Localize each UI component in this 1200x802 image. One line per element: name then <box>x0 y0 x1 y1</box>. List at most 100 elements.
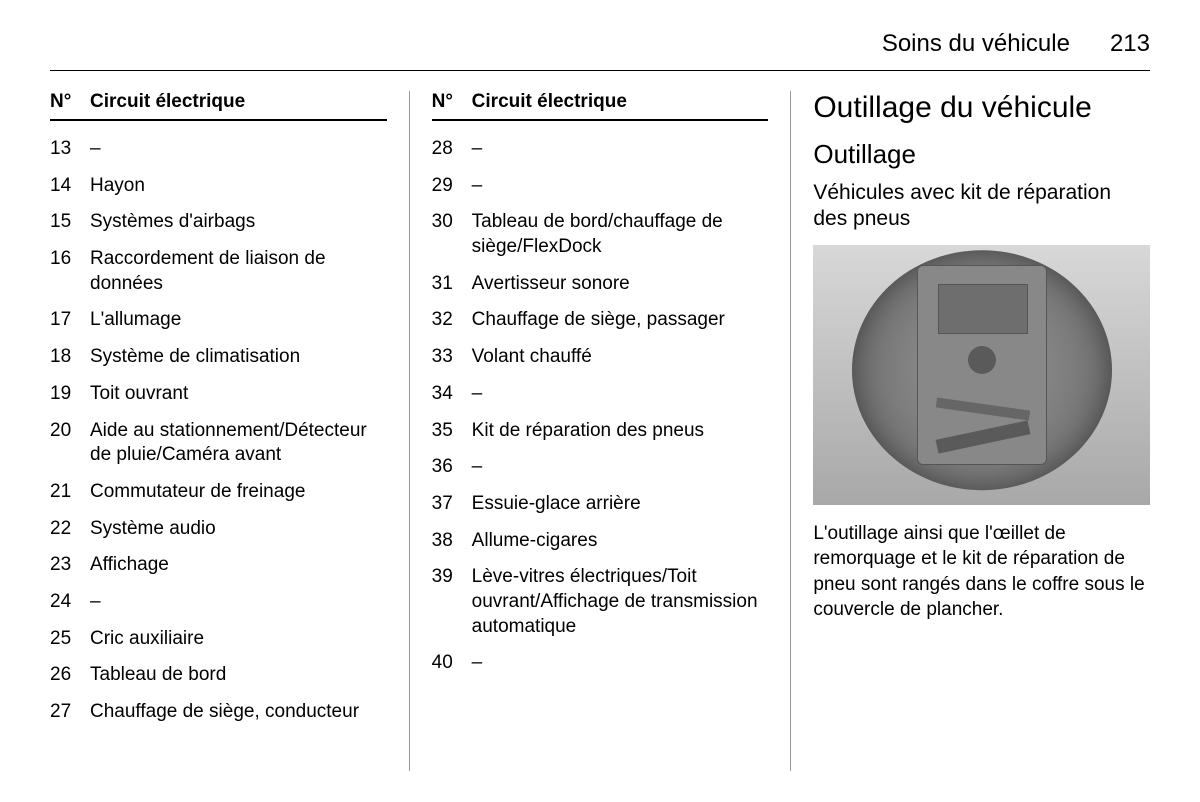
fuse-description: Hayon <box>90 174 387 199</box>
fuse-row: 31 Avertisseur sonore <box>432 266 769 303</box>
fuse-table-header: N° Circuit électrique <box>432 91 769 121</box>
fuse-number: 38 <box>432 529 462 554</box>
fuse-row: 36– <box>432 449 769 486</box>
fuse-row: 40– <box>432 645 769 682</box>
fuse-description: – <box>472 382 769 407</box>
fuse-row: 16Raccordement de liaison de données <box>50 241 387 302</box>
fuse-row: 30Tableau de bord/chauffage de siège/Fle… <box>432 204 769 265</box>
toolbox-shape <box>917 265 1047 465</box>
fuse-rows-col2: 28–29–30Tableau de bord/chauffage de siè… <box>432 131 769 682</box>
fuse-description: Tableau de bord/chauffage de siège/FlexD… <box>472 210 769 259</box>
fuse-description: Essuie-glace arrière <box>472 492 769 517</box>
fuse-number: 24 <box>50 590 80 615</box>
fuse-description: L'allumage <box>90 308 387 333</box>
fuse-description: Système de climatisation <box>90 345 387 370</box>
fuse-row: 18Système de climatisation <box>50 339 387 376</box>
fuse-row: 19 Toit ouvrant <box>50 376 387 413</box>
column-2: N° Circuit électrique 28–29–30Tableau de… <box>410 91 791 771</box>
fuse-row: 22Système audio <box>50 511 387 548</box>
body-paragraph: L'outillage ainsi que l'œillet de remorq… <box>813 521 1150 624</box>
fuse-row: 34– <box>432 376 769 413</box>
fuse-row: 17 L'allumage <box>50 302 387 339</box>
fuse-description: – <box>472 455 769 480</box>
fuse-description: Lève-vitres électriques/Toit ouvrant/Aff… <box>472 565 769 639</box>
fuse-number: 22 <box>50 517 80 542</box>
fuse-number: 20 <box>50 419 80 468</box>
fuse-description: Systèmes d'airbags <box>90 210 387 235</box>
fuse-table-header: N° Circuit électrique <box>50 91 387 121</box>
column-1: N° Circuit électrique 13–14Hayon15Systèm… <box>50 91 409 771</box>
fuse-row: 15 Systèmes d'airbags <box>50 204 387 241</box>
fuse-description: Commutateur de freinage <box>90 480 387 505</box>
fuse-description: – <box>472 137 769 162</box>
fuse-number: 35 <box>432 419 462 444</box>
toolkit-illustration <box>813 245 1150 505</box>
tool-slot <box>968 346 996 374</box>
fuse-description: Toit ouvrant <box>90 382 387 407</box>
fuse-row: 37 Essuie-glace arrière <box>432 486 769 523</box>
fuse-description: Affichage <box>90 553 387 578</box>
fuse-description: Volant chauffé <box>472 345 769 370</box>
fuse-description: Raccordement de liaison de données <box>90 247 387 296</box>
fuse-row: 33 Volant chauffé <box>432 339 769 376</box>
fuse-number: 29 <box>432 174 462 199</box>
fuse-row: 23 Affichage <box>50 547 387 584</box>
tool-slot <box>935 397 1029 420</box>
tool-slot <box>935 420 1030 453</box>
fuse-number: 21 <box>50 480 80 505</box>
fuse-number: 27 <box>50 700 80 725</box>
fuse-number: 16 <box>50 247 80 296</box>
fuse-description: Aide au stationnement/Détecteur de pluie… <box>90 419 387 468</box>
fuse-number: 32 <box>432 308 462 333</box>
content-columns: N° Circuit électrique 13–14Hayon15Systèm… <box>50 91 1150 771</box>
fuse-rows-col1: 13–14Hayon15Systèmes d'airbags16Raccorde… <box>50 131 387 731</box>
fuse-number: 30 <box>432 210 462 259</box>
fuse-description: – <box>90 137 387 162</box>
fuse-number: 36 <box>432 455 462 480</box>
fuse-row: 13– <box>50 131 387 168</box>
fuse-number: 40 <box>432 651 462 676</box>
fuse-description: – <box>90 590 387 615</box>
fuse-row: 20Aide au stationnement/Détecteur de plu… <box>50 413 387 474</box>
fuse-row: 28– <box>432 131 769 168</box>
fuse-row: 29– <box>432 168 769 205</box>
fuse-row: 21 Commutateur de freinage <box>50 474 387 511</box>
fuse-row: 39Lève-vitres électriques/Toit ouvrant/A… <box>432 559 769 645</box>
fuse-description: Cric auxiliaire <box>90 627 387 652</box>
heading-3: Véhicules avec kit de réparation des pne… <box>813 180 1150 233</box>
fuse-row: 32Chauffage de siège, passager <box>432 302 769 339</box>
fuse-row: 14 Hayon <box>50 168 387 205</box>
fuse-number: 23 <box>50 553 80 578</box>
fuse-number: 15 <box>50 210 80 235</box>
fuse-number: 17 <box>50 308 80 333</box>
column-3: Outillage du véhicule Outillage Véhicule… <box>791 91 1150 771</box>
fuse-number: 37 <box>432 492 462 517</box>
fuse-description: Chauffage de siège, conducteur <box>90 700 387 725</box>
fuse-description: – <box>472 174 769 199</box>
fuse-number: 13 <box>50 137 80 162</box>
heading-2: Outillage <box>813 139 1150 170</box>
fuse-row: 26Tableau de bord <box>50 657 387 694</box>
fuse-description: Avertisseur sonore <box>472 272 769 297</box>
fuse-number: 33 <box>432 345 462 370</box>
fuse-number: 26 <box>50 663 80 688</box>
fuse-description: Allume-cigares <box>472 529 769 554</box>
fuse-row: 38 Allume-cigares <box>432 523 769 560</box>
tool-slot <box>938 284 1028 334</box>
fuse-number: 39 <box>432 565 462 639</box>
th-circuit: Circuit électrique <box>90 91 387 113</box>
fuse-number: 25 <box>50 627 80 652</box>
manual-page: Soins du véhicule 213 N° Circuit électri… <box>0 0 1200 802</box>
fuse-number: 31 <box>432 272 462 297</box>
fuse-number: 34 <box>432 382 462 407</box>
fuse-number: 28 <box>432 137 462 162</box>
fuse-number: 14 <box>50 174 80 199</box>
fuse-number: 19 <box>50 382 80 407</box>
page-number: 213 <box>1110 30 1150 58</box>
page-header: Soins du véhicule 213 <box>50 30 1150 71</box>
th-number: N° <box>432 91 462 113</box>
fuse-description: – <box>472 651 769 676</box>
fuse-row: 25 Cric auxiliaire <box>50 621 387 658</box>
heading-1: Outillage du véhicule <box>813 91 1150 125</box>
fuse-description: Kit de réparation des pneus <box>472 419 769 444</box>
